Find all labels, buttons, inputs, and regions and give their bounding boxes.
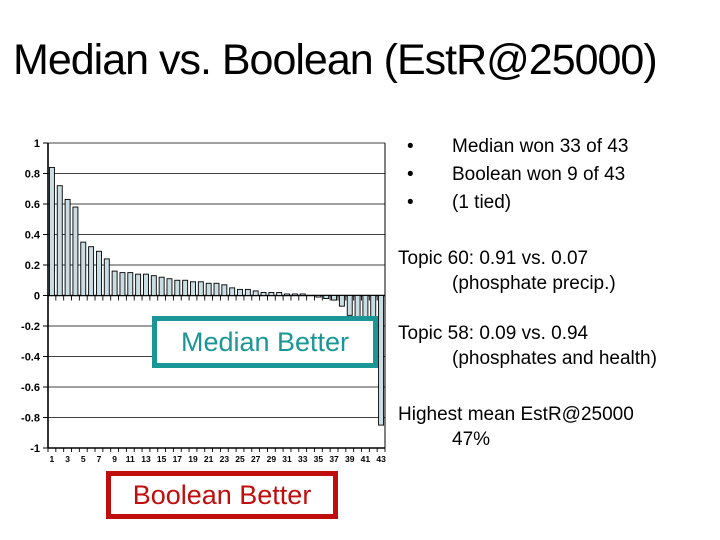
- bullet-item-median-won: • Median won 33 of 43: [398, 133, 720, 161]
- svg-text:-0.2: -0.2: [21, 321, 40, 333]
- boolean-better-callout: Boolean Better: [106, 471, 338, 519]
- svg-text:35: 35: [314, 454, 324, 464]
- svg-text:43: 43: [376, 454, 386, 464]
- median-better-callout: Median Better: [152, 316, 378, 368]
- bullet-item-boolean-won: • Boolean won 9 of 43: [398, 161, 720, 189]
- bar-chart: 10.80.60.40.20-0.2-0.4-0.6-0.8-11 3 5 7 9 11 1…: [21, 138, 386, 464]
- svg-text:11: 11: [126, 454, 135, 464]
- svg-text:33: 33: [298, 454, 308, 464]
- svg-text:15: 15: [157, 454, 167, 464]
- svg-text:13: 13: [141, 454, 151, 464]
- median-better-label: Median Better: [180, 326, 350, 357]
- highest-mean-text: Highest mean EstR@25000: [398, 404, 634, 425]
- svg-text:0.6: 0.6: [25, 199, 40, 211]
- highest-mean-value: 47%: [452, 429, 491, 450]
- topic-60-description: (phosphate precip.): [452, 273, 616, 294]
- svg-text:41: 41: [361, 454, 371, 464]
- bar-chart-area: 1 0.8 0.6 0.4 0.2 0 -0.2 -0.4 -0.6 -0.8 -1 1 3 5 7 9 11 1…: [0, 130, 400, 519]
- svg-text:7: 7: [97, 454, 102, 464]
- slide-title: Median vs. Boolean (EstR@25000): [13, 36, 658, 84]
- svg-text:0: 0: [34, 291, 40, 303]
- svg-text:25: 25: [235, 454, 245, 464]
- svg-text:0.8: 0.8: [25, 169, 40, 181]
- bullet-icon: •: [407, 192, 414, 213]
- bullet-text: Median won 33 of 43: [452, 136, 629, 157]
- svg-text:31: 31: [282, 454, 292, 464]
- svg-text:39: 39: [345, 454, 355, 464]
- topic-58-note: Topic 58: 0.09 vs. 0.94 (phosphates and …: [398, 321, 720, 371]
- svg-text:1: 1: [50, 454, 55, 464]
- svg-text:-0.8: -0.8: [21, 413, 40, 425]
- svg-text:0.2: 0.2: [25, 260, 40, 272]
- svg-text:-1: -1: [30, 443, 40, 455]
- svg-text:5: 5: [81, 454, 86, 464]
- topic-60-note: Topic 60: 0.91 vs. 0.07 (phosphate preci…: [398, 246, 720, 296]
- svg-text:1: 1: [34, 138, 40, 150]
- svg-text:0.4: 0.4: [25, 230, 41, 242]
- svg-text:-0.6: -0.6: [21, 382, 40, 394]
- bullet-text: Boolean won 9 of 43: [452, 164, 626, 185]
- svg-text:29: 29: [267, 454, 277, 464]
- topic-58-description: (phosphates and health): [452, 348, 657, 369]
- svg-text:21: 21: [204, 454, 214, 464]
- topic-60-scores: Topic 60: 0.91 vs. 0.07: [398, 248, 589, 269]
- bullet-icon: •: [407, 136, 414, 157]
- svg-text:9: 9: [112, 454, 117, 464]
- svg-text:23: 23: [220, 454, 230, 464]
- highest-mean-note: Highest mean EstR@25000 47%: [398, 402, 720, 452]
- bullet-text: (1 tied): [452, 192, 512, 213]
- svg-text:17: 17: [173, 454, 183, 464]
- notes-column: • Median won 33 of 43 • Boolean won 9 of…: [398, 133, 720, 473]
- svg-text:37: 37: [329, 454, 339, 464]
- svg-text:27: 27: [251, 454, 261, 464]
- svg-text:-0.4: -0.4: [21, 352, 41, 364]
- svg-text:3: 3: [65, 454, 70, 464]
- svg-text:19: 19: [188, 454, 198, 464]
- topic-58-scores: Topic 58: 0.09 vs. 0.94: [398, 323, 589, 344]
- boolean-better-label: Boolean Better: [132, 479, 312, 510]
- bullet-icon: •: [407, 164, 414, 185]
- bullet-item-tied: • (1 tied): [398, 189, 720, 217]
